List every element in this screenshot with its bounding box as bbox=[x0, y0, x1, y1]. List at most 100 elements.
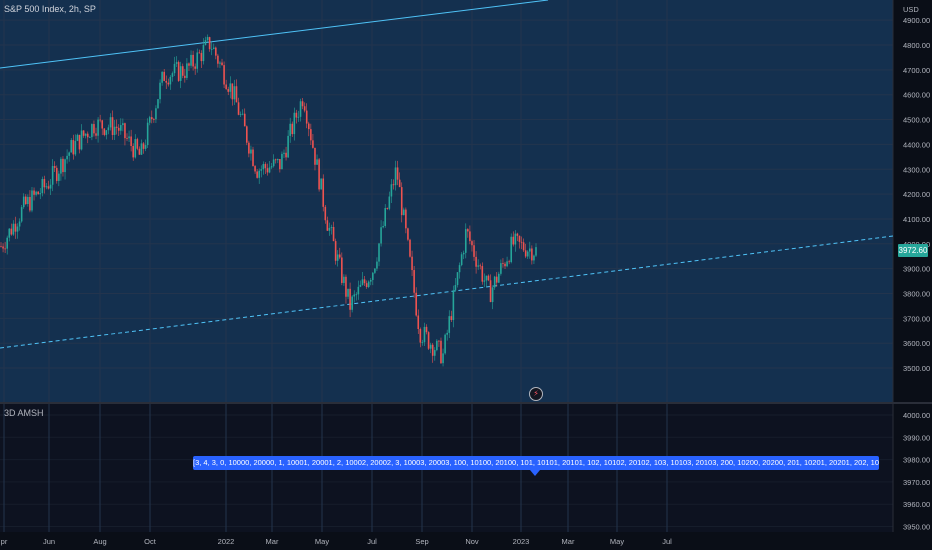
candle-body bbox=[146, 122, 149, 146]
price-axis[interactable]: USD 4900.00 4800.00 4700.00 4600.00 4500.00 44… bbox=[903, 5, 930, 373]
indicator-axis-label: 3950.00 bbox=[903, 523, 930, 532]
lower-trendline[interactable] bbox=[0, 235, 894, 349]
candle-body bbox=[206, 37, 209, 41]
price-axis-label: 4800.00 bbox=[903, 41, 930, 50]
candle-body bbox=[446, 332, 448, 335]
time-axis-label: Mar bbox=[562, 537, 575, 546]
candle-body bbox=[376, 261, 378, 269]
tooltip-arrow bbox=[530, 470, 540, 476]
time-axis[interactable]: pr Jun Aug Oct 2022 Mar May Jul Sep Nov 2023 Mar May… bbox=[1, 537, 672, 546]
candle-body bbox=[440, 340, 442, 364]
candle-body bbox=[153, 119, 155, 120]
candle-body bbox=[107, 127, 110, 131]
price-axis-label: 4400.00 bbox=[903, 140, 930, 149]
candle-body bbox=[115, 126, 118, 128]
candle-body bbox=[421, 342, 424, 343]
candle-body bbox=[161, 71, 163, 83]
candle-body bbox=[324, 206, 327, 221]
candle-body bbox=[502, 263, 504, 264]
candle-body bbox=[524, 250, 527, 257]
candle-body bbox=[283, 152, 285, 154]
candle-body bbox=[334, 241, 337, 261]
candle-body bbox=[148, 117, 151, 123]
candle-body bbox=[192, 54, 194, 67]
candle-body bbox=[469, 231, 471, 242]
candle-body bbox=[111, 117, 114, 135]
candle-body bbox=[291, 123, 294, 135]
candle-body bbox=[215, 47, 217, 56]
candle-body bbox=[400, 187, 403, 216]
candle-body bbox=[18, 221, 21, 227]
candle-body bbox=[328, 227, 331, 231]
candle-body bbox=[202, 44, 205, 62]
candle-body bbox=[425, 326, 428, 333]
candle-body bbox=[132, 145, 135, 158]
indicator-axis-label: 3990.00 bbox=[903, 433, 930, 442]
candle-body bbox=[433, 350, 436, 356]
candle-body bbox=[194, 66, 196, 69]
candle-body bbox=[307, 123, 310, 130]
candle-body bbox=[477, 265, 479, 267]
main-pane-shading bbox=[0, 0, 893, 402]
candle-body bbox=[388, 196, 391, 209]
candle-body bbox=[134, 139, 137, 158]
candle-body bbox=[510, 236, 513, 263]
candle-body bbox=[16, 226, 19, 232]
price-axis-currency: USD bbox=[903, 5, 919, 14]
candle-body bbox=[91, 124, 93, 138]
candle-body bbox=[233, 86, 236, 100]
candle-body bbox=[237, 102, 240, 115]
indicator-axis[interactable]: 4000.00 3990.00 3980.00 3970.00 3960.00 3950.… bbox=[903, 411, 930, 532]
candle-body bbox=[157, 99, 159, 109]
candle-body bbox=[444, 334, 446, 354]
candle-body bbox=[165, 80, 168, 83]
candle-body bbox=[471, 241, 473, 246]
candle-body bbox=[264, 164, 267, 169]
candle-body bbox=[8, 228, 11, 238]
candle-body bbox=[407, 228, 409, 240]
price-axis-label: 4900.00 bbox=[903, 16, 930, 25]
candle-body bbox=[483, 280, 486, 282]
candle-body bbox=[512, 236, 515, 245]
candle-body bbox=[117, 127, 120, 131]
candle-body bbox=[33, 190, 35, 195]
candle-body bbox=[221, 62, 223, 66]
candle-body bbox=[316, 159, 318, 165]
candle-body bbox=[41, 178, 44, 194]
candle-body bbox=[266, 168, 269, 173]
price-axis-label: 3800.00 bbox=[903, 290, 930, 299]
time-axis-label: 2023 bbox=[513, 537, 530, 546]
candle-body bbox=[345, 276, 347, 297]
candle-body bbox=[68, 152, 70, 156]
candle-body bbox=[464, 229, 467, 253]
candle-body bbox=[359, 284, 362, 287]
candle-body bbox=[436, 340, 438, 351]
candle-body bbox=[254, 166, 256, 172]
candle-body bbox=[295, 112, 298, 118]
candle-body bbox=[248, 142, 250, 154]
candle-body bbox=[140, 143, 143, 155]
chart-title: S&P 500 Index, 2h, SP bbox=[4, 4, 96, 14]
indicator-tooltip: [3, 4, 3, 0, 10000, 20000, 1, 10001, 200… bbox=[193, 456, 879, 470]
candle-body bbox=[58, 173, 60, 181]
candle-body bbox=[369, 279, 372, 282]
flash-icon[interactable]: ⚡ bbox=[529, 387, 543, 401]
candle-body bbox=[250, 149, 252, 154]
candle-body bbox=[473, 245, 475, 257]
candle-body bbox=[411, 256, 413, 271]
candle-body bbox=[97, 119, 99, 136]
candle-body bbox=[361, 279, 364, 285]
candle-body bbox=[4, 248, 6, 250]
time-axis-label: Mar bbox=[266, 537, 279, 546]
price-axis-label: 4100.00 bbox=[903, 215, 930, 224]
candle-body bbox=[415, 292, 417, 316]
candle-body bbox=[489, 280, 492, 303]
candle-body bbox=[95, 133, 97, 136]
upper-trendline[interactable] bbox=[0, 0, 549, 69]
candle-body bbox=[318, 159, 320, 190]
candle-body bbox=[188, 63, 190, 66]
candle-body bbox=[260, 169, 263, 171]
candle-body bbox=[487, 275, 490, 281]
candle-body bbox=[101, 120, 104, 129]
